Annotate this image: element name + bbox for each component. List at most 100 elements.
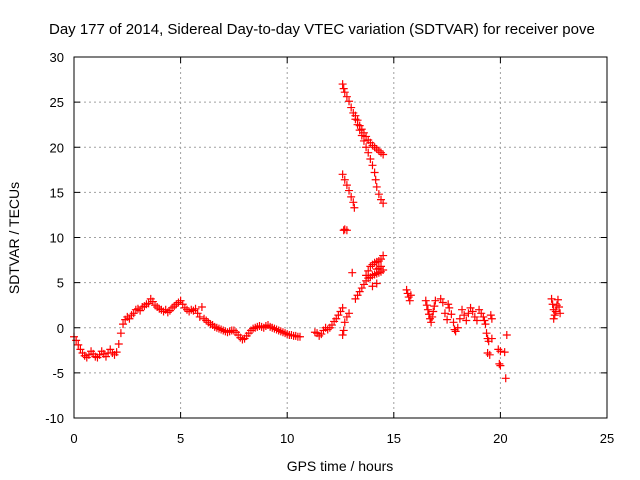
- x-tick-label: 15: [387, 431, 401, 446]
- data-point: [108, 349, 117, 358]
- data-point: [350, 203, 359, 212]
- data-point: [340, 88, 349, 97]
- data-point: [257, 322, 266, 331]
- y-tick-label: 10: [50, 231, 64, 246]
- data-point: [372, 145, 381, 154]
- data-point: [336, 307, 345, 316]
- y-tick-label: 30: [50, 50, 64, 65]
- data-point: [347, 103, 356, 112]
- data-point: [368, 161, 377, 170]
- data-point: [339, 326, 348, 335]
- data-point: [500, 348, 509, 357]
- data-point: [114, 339, 123, 348]
- data-point: [495, 359, 504, 368]
- data-point: [176, 296, 185, 305]
- data-point: [374, 146, 383, 155]
- data-point: [501, 374, 510, 383]
- data-point: [287, 330, 296, 339]
- x-tick-label: 0: [70, 431, 77, 446]
- data-point: [453, 323, 462, 332]
- data-point: [406, 291, 415, 300]
- data-point: [345, 186, 354, 195]
- data-point: [338, 170, 347, 179]
- data-point: [195, 312, 204, 321]
- y-tick-label: 0: [57, 321, 64, 336]
- data-point: [200, 314, 209, 323]
- y-tick-label: -10: [45, 411, 64, 426]
- data-point: [355, 121, 364, 130]
- data-point: [483, 349, 492, 358]
- y-tick-label: 5: [57, 276, 64, 291]
- data-point: [428, 312, 437, 321]
- data-point: [551, 307, 560, 316]
- data-point: [229, 326, 238, 335]
- data-point: [368, 282, 377, 291]
- data-point: [340, 318, 349, 327]
- data-point: [362, 132, 371, 141]
- data-point: [482, 329, 491, 338]
- data-point: [422, 301, 431, 310]
- data-point: [553, 295, 562, 304]
- data-point: [462, 316, 471, 325]
- data-point: [178, 300, 187, 309]
- data-point: [372, 279, 381, 288]
- data-point: [487, 334, 496, 343]
- data-point: [119, 320, 128, 329]
- data-point: [144, 299, 153, 308]
- data-point: [364, 266, 373, 275]
- data-point: [351, 294, 360, 303]
- y-axis-label: SDTVAR / TECUs: [6, 182, 22, 294]
- data-point: [556, 309, 565, 318]
- data-point: [405, 296, 414, 305]
- data-point: [429, 307, 438, 316]
- data-point: [374, 264, 383, 273]
- data-point: [370, 168, 379, 177]
- data-point: [338, 303, 347, 312]
- data-point: [438, 298, 447, 307]
- data-point: [449, 318, 458, 327]
- data-point: [430, 302, 439, 311]
- data-point: [170, 302, 179, 311]
- data-point: [377, 195, 386, 204]
- data-point: [370, 143, 379, 152]
- data-point: [447, 310, 456, 319]
- data-point: [359, 280, 368, 289]
- data-point: [487, 314, 496, 323]
- data-point: [480, 316, 489, 325]
- data-point: [427, 318, 436, 327]
- data-point: [421, 296, 430, 305]
- data-point: [451, 327, 460, 336]
- data-point: [125, 314, 134, 323]
- data-point: [76, 345, 85, 354]
- data-point: [455, 314, 464, 323]
- data-point: [468, 307, 477, 316]
- data-point: [362, 143, 371, 152]
- data-point: [458, 305, 467, 314]
- data-point: [362, 271, 371, 280]
- data-point: [370, 258, 379, 267]
- data-point: [348, 268, 357, 277]
- data-point: [187, 305, 196, 314]
- data-point: [74, 340, 83, 349]
- data-point: [338, 330, 347, 339]
- data-point: [317, 330, 326, 339]
- data-point: [372, 182, 381, 191]
- gridlines: [74, 57, 607, 418]
- data-point: [295, 332, 304, 341]
- x-axis-label: GPS time / hours: [287, 458, 394, 474]
- data-point: [353, 116, 362, 125]
- data-point: [261, 321, 270, 330]
- data-point: [475, 305, 484, 314]
- data-point: [496, 361, 505, 370]
- data-point: [127, 311, 136, 320]
- data-point: [180, 303, 189, 312]
- data-point: [555, 302, 564, 311]
- data-point: [359, 136, 368, 145]
- data-point: [436, 294, 445, 303]
- data-point: [357, 125, 366, 134]
- data-point: [423, 305, 432, 314]
- data-point: [549, 314, 558, 323]
- data-point: [371, 175, 380, 184]
- data-point: [464, 309, 473, 318]
